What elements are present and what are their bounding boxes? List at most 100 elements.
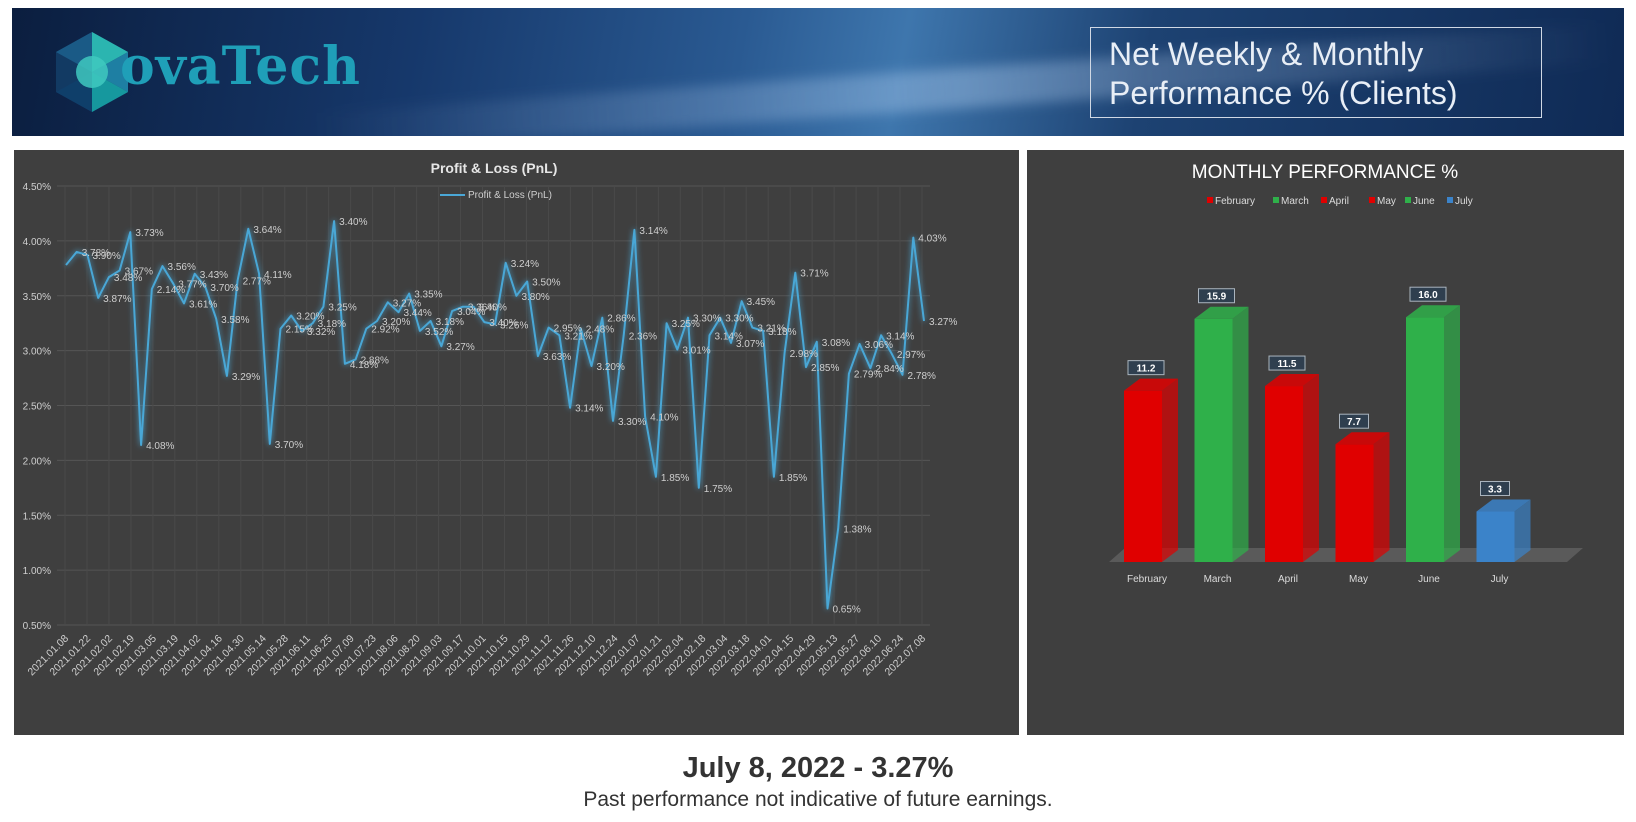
page-title-line-1: Net Weekly & Monthly [1109, 36, 1424, 72]
data-label: 3.20% [597, 362, 625, 373]
value-label: 7.7 [1347, 417, 1361, 428]
y-tick-label: 1.50% [23, 511, 51, 522]
data-label: 3.30% [693, 314, 721, 325]
data-label: 3.20% [296, 312, 324, 323]
data-label: 3.43% [200, 270, 228, 281]
data-label: 3.48% [114, 273, 142, 284]
data-label: 3.18% [318, 319, 346, 330]
legend-label: February [1215, 196, 1255, 207]
data-label: 4.18% [350, 360, 378, 371]
data-label: 3.07% [736, 339, 764, 350]
bar-side [1232, 306, 1249, 562]
y-tick-label: 2.00% [23, 456, 51, 467]
data-label: 3.18% [436, 317, 464, 328]
data-label: 1.85% [779, 473, 807, 484]
data-label: 3.78% [82, 248, 110, 259]
value-label: 11.5 [1278, 359, 1297, 370]
value-label-box [1198, 288, 1235, 304]
data-label: 3.26% [500, 320, 528, 331]
data-label: 3.44% [403, 308, 431, 319]
data-label: 2.79% [854, 370, 882, 381]
data-label: 4.03% [918, 234, 946, 245]
data-label: 3.20% [382, 317, 410, 328]
value-label: 3.3 [1488, 485, 1502, 496]
bar-front [1335, 444, 1374, 562]
bar-top [1406, 305, 1460, 318]
data-label: 3.45% [747, 297, 775, 308]
y-tick-label: 4.50% [23, 182, 51, 193]
data-label: 3.14% [639, 226, 667, 237]
data-label: 3.70% [275, 440, 303, 451]
bar-side [1444, 305, 1460, 562]
latest-performance-headline: July 8, 2022 - 3.27% [682, 752, 954, 784]
data-label: 2.36% [629, 331, 657, 342]
data-label: 3.21% [757, 324, 785, 335]
value-label: 16.0 [1418, 290, 1438, 301]
value-label-box [1480, 481, 1510, 497]
bar-july [1476, 499, 1531, 562]
bar-front [1194, 318, 1233, 562]
data-label: 3.25% [328, 303, 356, 314]
data-label: 4.11% [264, 270, 292, 281]
bar-front [1265, 386, 1303, 562]
performance-disclaimer: Past performance not indicative of futur… [583, 788, 1053, 811]
data-label: 2.14% [157, 285, 185, 296]
data-label: 3.18% [768, 327, 796, 338]
data-label: 2.84% [875, 364, 903, 375]
monthly-chart-title: MONTHLY PERFORMANCE % [1192, 162, 1458, 183]
data-label: 2.15% [286, 325, 314, 336]
data-label: 3.14% [575, 404, 603, 415]
legend-label: June [1413, 196, 1435, 207]
y-tick-label: 2.50% [23, 402, 51, 413]
bar-top [1476, 499, 1531, 512]
data-label: 3.14% [715, 331, 743, 342]
data-label: 3.36% [468, 303, 496, 314]
data-label: 3.25% [672, 319, 700, 330]
value-label-box [1409, 286, 1447, 302]
data-label: 2.95% [554, 324, 582, 335]
data-label: 3.27% [446, 342, 474, 353]
header-banner: ovaTech Net Weekly & Monthly Performance… [12, 8, 1624, 136]
data-label: 2.77% [243, 276, 271, 287]
data-label: 3.24% [511, 259, 539, 270]
data-label: 3.90% [92, 251, 120, 262]
legend-swatch [1369, 197, 1375, 203]
category-label: July [1491, 574, 1509, 585]
category-label: May [1349, 574, 1368, 585]
data-label: 3.40% [479, 303, 507, 314]
category-label: June [1418, 574, 1440, 585]
data-label: 3.29% [232, 372, 260, 383]
legend-label: Profit & Loss (PnL) [468, 190, 552, 201]
data-label: 4.08% [146, 441, 174, 452]
data-label: 3.64% [253, 225, 281, 236]
data-label: 1.85% [661, 473, 689, 484]
pnl-line-chart: Profit & Loss (PnL) 0.50% 1.00% 1.50% 2.00% 2… [23, 160, 958, 678]
y-tick-label: 4.00% [23, 237, 51, 248]
legend-label: May [1377, 196, 1396, 207]
data-label: 3.21% [564, 331, 592, 342]
legend-label: April [1329, 196, 1349, 207]
data-label: 3.32% [307, 327, 335, 338]
data-label: 2.48% [586, 325, 614, 336]
data-label: 2.98% [790, 349, 818, 360]
novatech-logo-icon [56, 32, 128, 112]
data-label: 2.86% [607, 314, 635, 325]
data-label: 3.77% [178, 280, 206, 291]
legend-label: July [1455, 196, 1473, 207]
data-label: 3.58% [221, 315, 249, 326]
data-label: 2.97% [897, 350, 925, 361]
monthly-bar-chart: MONTHLY PERFORMANCE % February March April M… [1109, 162, 1583, 585]
legend-swatch [1405, 197, 1411, 203]
data-label: 3.63% [543, 352, 571, 363]
value-label: 15.9 [1207, 292, 1227, 303]
bar-front [1124, 390, 1162, 562]
bar-february [1124, 378, 1178, 562]
data-label: 3.73% [135, 228, 163, 239]
bar-top [1335, 432, 1390, 445]
legend-swatch [1273, 197, 1279, 203]
data-label: 1.75% [704, 484, 732, 495]
data-label: 3.56% [168, 262, 196, 273]
logo-wordmark: ovaTech [120, 36, 361, 97]
data-label: 2.85% [811, 363, 839, 374]
y-tick-label: 3.00% [23, 347, 51, 358]
